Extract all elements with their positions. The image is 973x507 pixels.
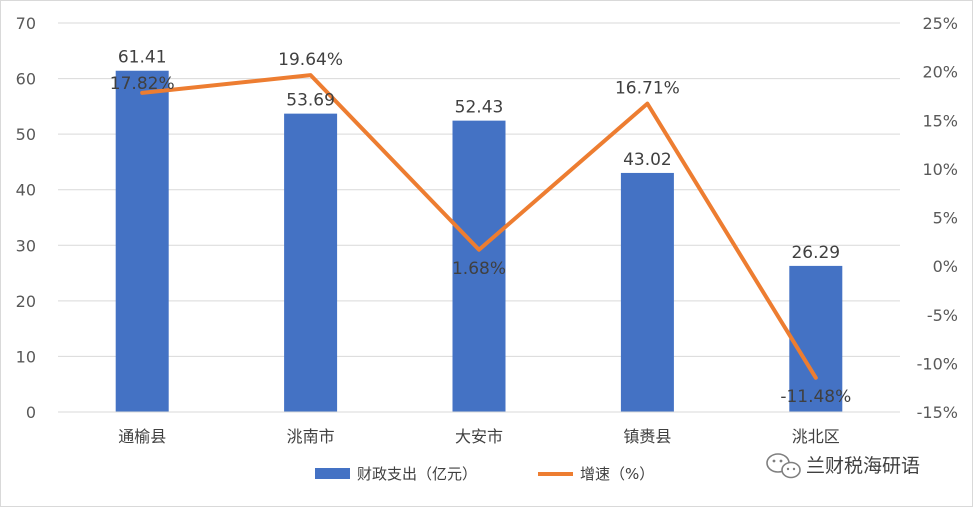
bar-series: [115, 70, 843, 413]
right-tick-label: 5%: [933, 209, 958, 228]
category-label: 镇赉县: [623, 427, 671, 446]
right-tick-label: 0%: [933, 257, 958, 276]
bar: [452, 120, 506, 412]
left-tick-label: 70: [16, 14, 36, 33]
bar: [789, 265, 843, 412]
right-axis-ticks: -15% -10% -5% 0% 5% 10% 15% 20% 25%: [917, 14, 958, 422]
left-tick-label: 30: [16, 236, 36, 255]
right-tick-label: 10%: [922, 160, 958, 179]
left-tick-label: 10: [16, 347, 36, 366]
right-tick-label: -10%: [917, 354, 958, 373]
bar-value-label: 53.69: [286, 91, 335, 111]
growth-line: [140, 73, 818, 380]
line-value-label: 17.82%: [110, 74, 175, 94]
bar-data-labels: 61.41 53.69 52.43 43.02 26.29: [118, 48, 840, 263]
legend-line-label: 增速（%）: [580, 465, 654, 483]
left-tick-label: 40: [16, 181, 36, 200]
bar: [284, 113, 338, 413]
legend-bar-swatch: [315, 468, 350, 479]
bar: [115, 70, 169, 413]
watermark: 兰财税海研语: [766, 453, 920, 479]
line-value-label: -11.48%: [780, 387, 851, 407]
left-tick-label: 60: [16, 70, 36, 89]
left-tick-label: 20: [16, 292, 36, 311]
watermark-text: 兰财税海研语: [806, 455, 920, 477]
category-labels: 通榆县 洮南市 大安市 镇赉县 洮北区: [118, 427, 840, 446]
left-axis-ticks: 0 10 20 30 40 50 60 70: [16, 14, 36, 422]
wechat-icon: [766, 453, 801, 479]
left-tick-label: 50: [16, 125, 36, 144]
bar-value-label: 52.43: [455, 98, 504, 118]
right-tick-label: 20%: [922, 63, 958, 82]
line-series: [140, 73, 818, 380]
category-label: 大安市: [455, 427, 503, 446]
line-value-label: 16.71%: [615, 79, 680, 99]
right-tick-label: 15%: [922, 111, 958, 130]
legend: 财政支出（亿元） 增速（%）: [315, 465, 654, 483]
line-value-label: 1.68%: [452, 259, 506, 279]
right-tick-label: -15%: [917, 403, 958, 422]
bar-value-label: 61.41: [118, 48, 167, 68]
bar: [620, 172, 674, 412]
legend-bar-label: 财政支出（亿元）: [357, 465, 477, 483]
category-label: 洮北区: [792, 427, 840, 446]
right-tick-label: -5%: [927, 306, 958, 325]
right-tick-label: 25%: [922, 14, 958, 33]
line-value-label: 19.64%: [278, 50, 343, 70]
line-data-labels: 17.82% 19.64% 1.68% 16.71% -11.48%: [110, 50, 851, 407]
bar-value-label: 26.29: [791, 243, 840, 263]
category-label: 通榆县: [118, 427, 166, 446]
bar-value-label: 43.02: [623, 150, 672, 170]
left-tick-label: 0: [26, 403, 36, 422]
category-label: 洮南市: [287, 427, 335, 446]
